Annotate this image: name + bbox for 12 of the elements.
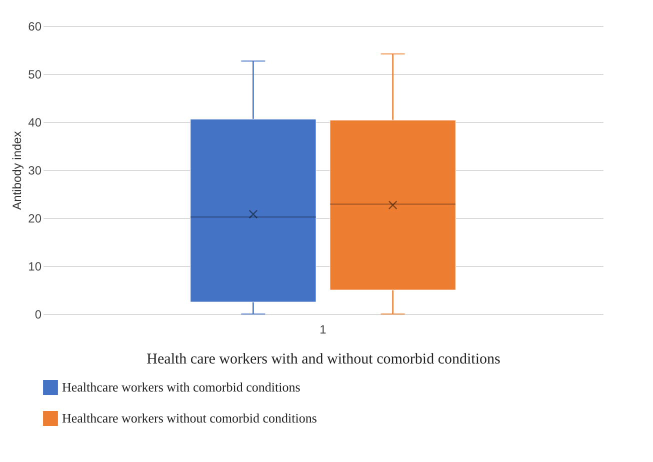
y-tick-label: 30 (28, 164, 42, 178)
y-axis-title: Antibody index (10, 131, 24, 210)
y-tick-label: 10 (28, 260, 42, 274)
x-axis-title: Health care workers with and without comorbid conditions (146, 352, 500, 368)
legend-label: Healthcare workers with comorbid conditions (62, 380, 300, 394)
y-tick-label: 40 (28, 116, 42, 130)
x-tick-label: 1 (320, 322, 327, 336)
y-tick-label: 60 (28, 20, 42, 34)
legend-label: Healthcare workers without comorbid conditions (62, 410, 317, 426)
y-tick-label: 20 (28, 212, 42, 226)
y-tick-label: 0 (34, 308, 42, 322)
y-tick-label: 50 (28, 68, 42, 82)
